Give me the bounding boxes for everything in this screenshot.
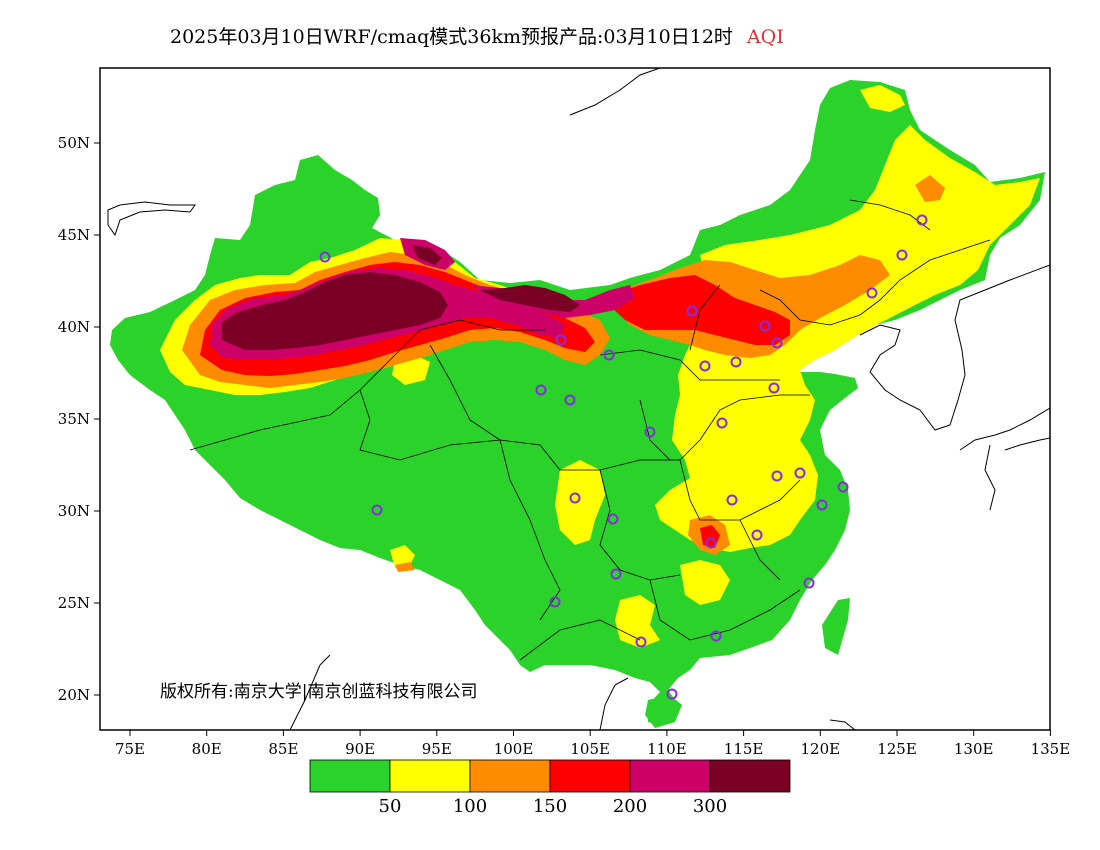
region-aqi-moderate-north xyxy=(860,85,905,112)
lon-label: 115E xyxy=(724,740,764,758)
city-marker xyxy=(549,596,561,608)
lat-label: 20N xyxy=(58,686,90,704)
map-layers xyxy=(107,68,1050,730)
province-boundaries xyxy=(189,199,991,661)
longitude-axis: 75E 80E 85E 90E 95E 100E 105E 110E 115E 120E 125E 1… xyxy=(115,730,1070,758)
region-aqi-moderate-south xyxy=(680,560,730,605)
lon-label: 75E xyxy=(115,740,145,758)
legend-swatch xyxy=(629,759,711,793)
city-marker xyxy=(569,492,581,504)
city-markers xyxy=(319,214,928,700)
lon-label: 135E xyxy=(1031,740,1071,758)
city-marker xyxy=(705,537,717,549)
legend-label: 150 xyxy=(533,796,567,817)
lon-label: 100E xyxy=(494,740,534,758)
region-aqi-hazardous-hx xyxy=(412,245,442,265)
city-marker xyxy=(607,513,619,525)
coastlines xyxy=(107,68,1050,730)
aqi-legend: 50 100 150 200 300 xyxy=(309,759,791,817)
region-aqi-moderate-east xyxy=(655,125,1040,552)
city-marker xyxy=(686,305,698,317)
city-marker xyxy=(768,382,780,394)
city-marker xyxy=(837,481,849,493)
region-aqi-hazardous-ns xyxy=(480,285,580,312)
city-marker xyxy=(759,320,771,332)
latitude-axis: 50N 45N 40N 35N 30N 25N 20N xyxy=(58,134,100,704)
city-marker xyxy=(794,467,806,479)
legend-label: 200 xyxy=(613,796,647,817)
city-marker xyxy=(644,426,656,438)
city-marker xyxy=(751,529,763,541)
map-border xyxy=(99,67,1051,731)
region-hainan xyxy=(645,695,682,728)
city-marker xyxy=(771,470,783,482)
lon-label: 125E xyxy=(877,740,917,758)
region-aqi-usg-ne xyxy=(915,175,945,202)
legend-swatch xyxy=(709,759,791,793)
lon-label: 110E xyxy=(647,740,687,758)
lat-label: 50N xyxy=(58,134,90,152)
lon-label: 90E xyxy=(345,740,375,758)
region-aqi-moderate-yunnan xyxy=(615,595,660,648)
lat-label: 40N xyxy=(58,318,90,336)
lon-label: 85E xyxy=(268,740,298,758)
lon-label: 105E xyxy=(570,740,610,758)
city-marker xyxy=(710,630,722,642)
city-marker xyxy=(716,417,728,429)
city-marker xyxy=(603,349,615,361)
legend-swatch xyxy=(309,759,391,793)
lon-label: 130E xyxy=(954,740,994,758)
legend-swatch xyxy=(549,759,631,793)
lat-label: 45N xyxy=(58,226,90,244)
region-aqi-usg-sw xyxy=(395,562,415,572)
lat-label: 30N xyxy=(58,502,90,520)
legend-label: 50 xyxy=(379,796,402,817)
legend-swatch xyxy=(469,759,551,793)
region-aqi-hazardous-tarim xyxy=(222,272,448,350)
legend-label: 100 xyxy=(453,796,487,817)
title-main: 2025年03月10日WRF/cmaq模式36km预报产品:03月10日12时 xyxy=(170,26,733,48)
copyright-text: 版权所有:南京大学|南京创蓝科技有限公司 xyxy=(160,682,477,702)
city-marker xyxy=(896,249,908,261)
city-marker xyxy=(666,688,678,700)
region-taiwan xyxy=(822,598,850,655)
city-marker xyxy=(726,494,738,506)
lon-label: 120E xyxy=(801,740,841,758)
city-marker xyxy=(555,334,567,346)
city-marker xyxy=(699,360,711,372)
city-marker xyxy=(371,504,383,516)
city-marker xyxy=(564,394,576,406)
title-variable: AQI xyxy=(746,26,784,48)
region-aqi-moderate-sichuan xyxy=(555,460,605,545)
lat-label: 25N xyxy=(58,594,90,612)
city-marker xyxy=(730,356,742,368)
legend-swatch xyxy=(389,759,471,793)
lon-label: 80E xyxy=(192,740,222,758)
city-marker xyxy=(803,577,815,589)
city-marker xyxy=(610,568,622,580)
city-marker xyxy=(816,499,828,511)
city-marker xyxy=(635,636,647,648)
map-title: 2025年03月10日WRF/cmaq模式36km预报产品:03月10日12时 A… xyxy=(170,22,784,49)
lat-label: 35N xyxy=(58,410,90,428)
city-marker xyxy=(535,384,547,396)
city-marker xyxy=(319,251,331,263)
city-marker xyxy=(916,214,928,226)
lon-label: 95E xyxy=(422,740,452,758)
legend-label: 300 xyxy=(693,796,727,817)
city-marker xyxy=(866,287,878,299)
city-marker xyxy=(771,337,783,349)
